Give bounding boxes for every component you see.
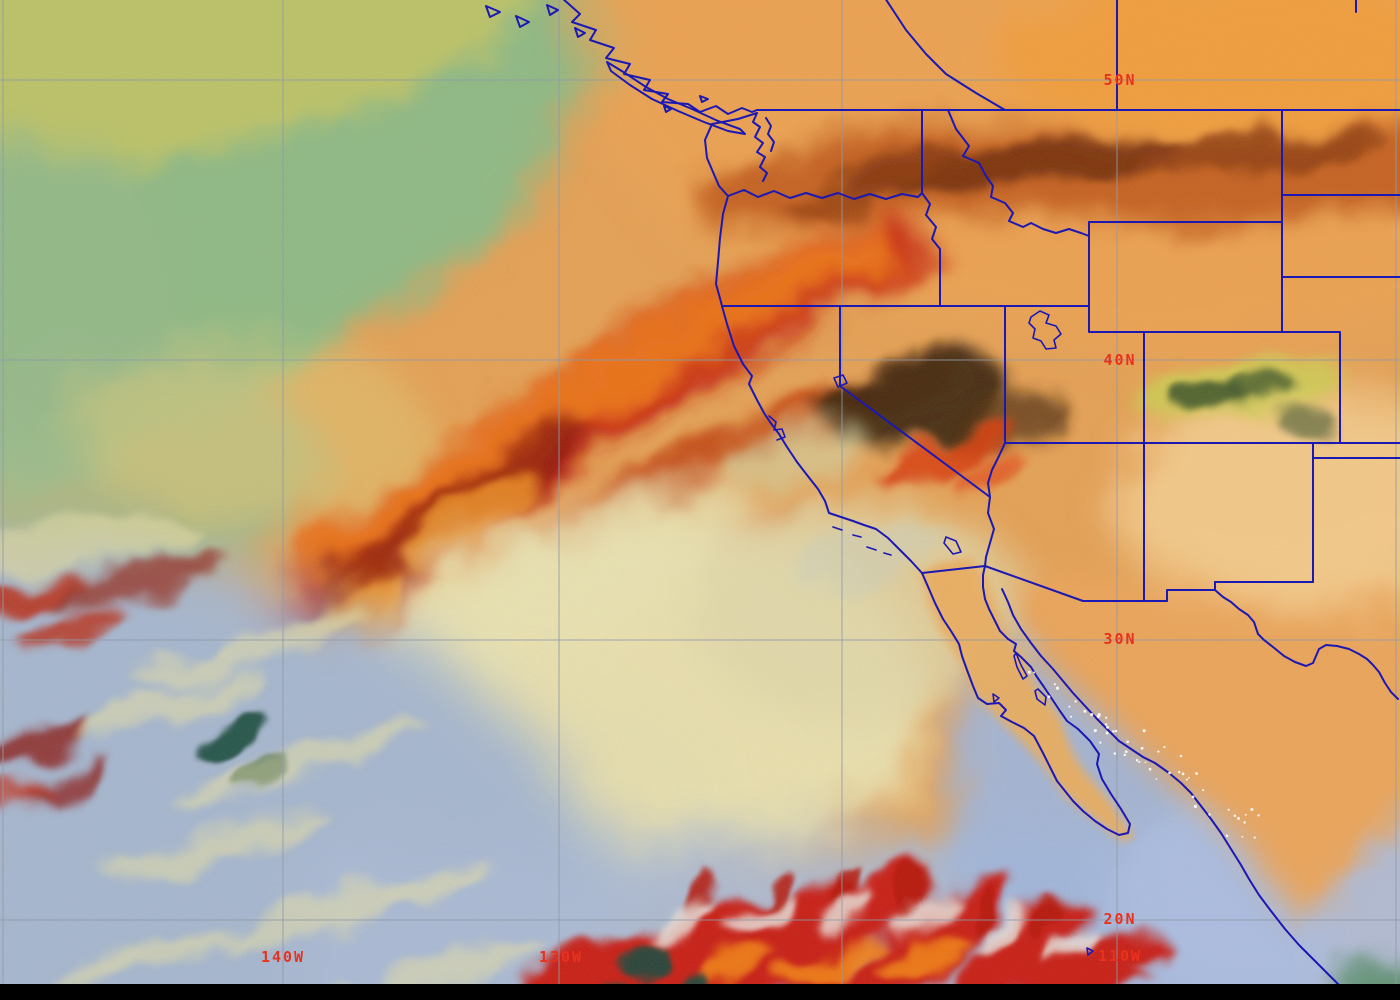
- lon-label: 110W: [1098, 947, 1142, 965]
- rio-grande: [1214, 589, 1399, 700]
- lon-label: 130W: [539, 948, 583, 966]
- lat-label: 40N: [1103, 351, 1136, 369]
- sonora-coast: [1001, 588, 1342, 988]
- vancouver-island: [606, 61, 746, 135]
- sf-bay: [768, 415, 786, 441]
- graticule-labels: 50N 40N 30N 20N 140W 130W 110W: [261, 71, 1142, 966]
- lat-label: 50N: [1103, 71, 1136, 89]
- lat-label: 30N: [1103, 630, 1136, 648]
- baja-california: [921, 565, 1131, 836]
- lat-label: 20N: [1103, 910, 1136, 928]
- puget-sound: [752, 112, 768, 182]
- state-boundaries: [721, 0, 1400, 700]
- gulf-stipple: [1027, 670, 1260, 839]
- salton-sea: [943, 536, 962, 555]
- map-overlay: [485, 0, 1400, 988]
- lon-label: 140W: [261, 948, 305, 966]
- status-bar: GOES-18 RGBDAY:R=C2 G=C7-14 B=C14 NIGHT:…: [0, 984, 1400, 1000]
- coastline: [485, 0, 1342, 988]
